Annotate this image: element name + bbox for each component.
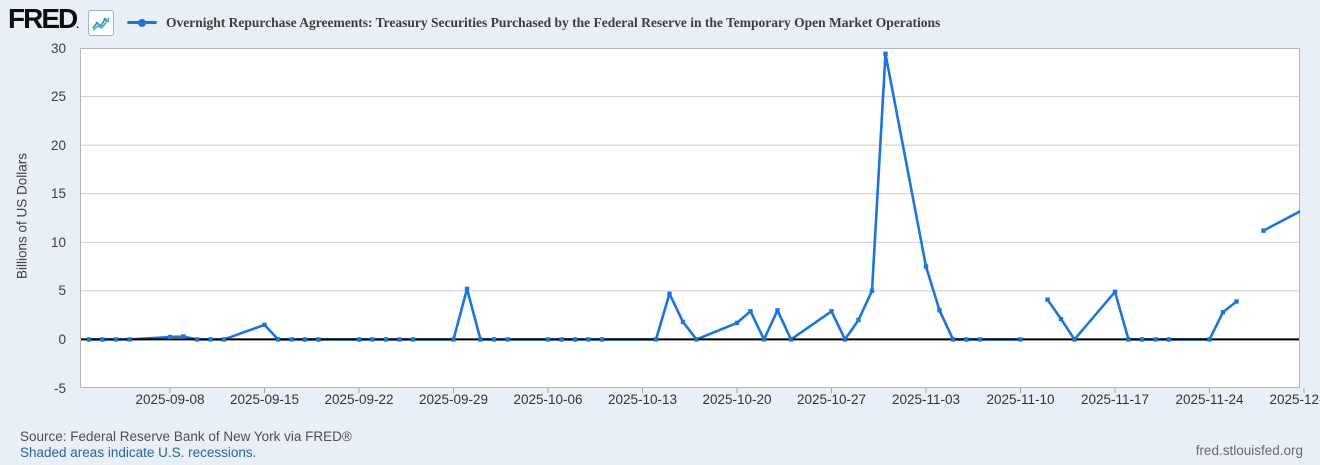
graph-title: Overnight Repurchase Agreements: Treasur… [166,15,941,30]
fred-logo: FRED. [8,5,79,40]
x-tick-label: 2025-10-27 [796,392,867,407]
chart-plot-area [80,48,1305,393]
x-tick-label: 2025-11-03 [891,392,961,407]
y-tick-label: 15 [50,186,66,202]
legend-dot [138,18,147,27]
x-tick-label: 2025-11-24 [1175,392,1244,407]
header: FRED. Overnight Repurchase Agreements: T… [8,5,940,40]
x-tick-label: 2025-09-22 [324,392,394,407]
y-tick-label: 30 [50,40,66,56]
y-tick-label: 10 [50,234,66,250]
x-tick-label: 2025-10-06 [513,392,583,407]
footer: Source: Federal Reserve Bank of New York… [20,429,352,460]
y-tick-label: 25 [50,89,66,105]
x-tick-label: 2025-12-01 [1269,392,1320,407]
fred-logo-mark: . [76,20,80,31]
y-tick-label: 0 [58,331,66,347]
x-tick-label: 2025-11-17 [1080,392,1150,407]
x-tick-label: 2025-09-15 [229,392,300,407]
fred-logo-text: FRED [8,3,78,34]
x-tick-label: 2025-10-13 [607,392,678,407]
x-tick-label: 2025-09-29 [418,392,489,407]
x-tick-label: 2025-11-10 [986,392,1055,407]
y-axis-title: Billions of US Dollars [14,152,30,280]
recessions-link[interactable]: Shaded areas indicate U.S. recessions. [20,444,257,460]
fred-url-text: fred.stlouisfed.org [1195,443,1303,458]
x-tick-label: 2025-10-20 [702,392,772,407]
y-tick-label: 20 [50,137,66,153]
fred-sparkline-icon [88,9,115,36]
legend-line-marker [127,16,158,30]
x-tick-label: 2025-09-08 [135,392,205,407]
source-text: Source: Federal Reserve Bank of New York… [20,429,352,444]
y-tick-label: -5 [53,380,66,396]
y-tick-label: 5 [58,283,66,299]
